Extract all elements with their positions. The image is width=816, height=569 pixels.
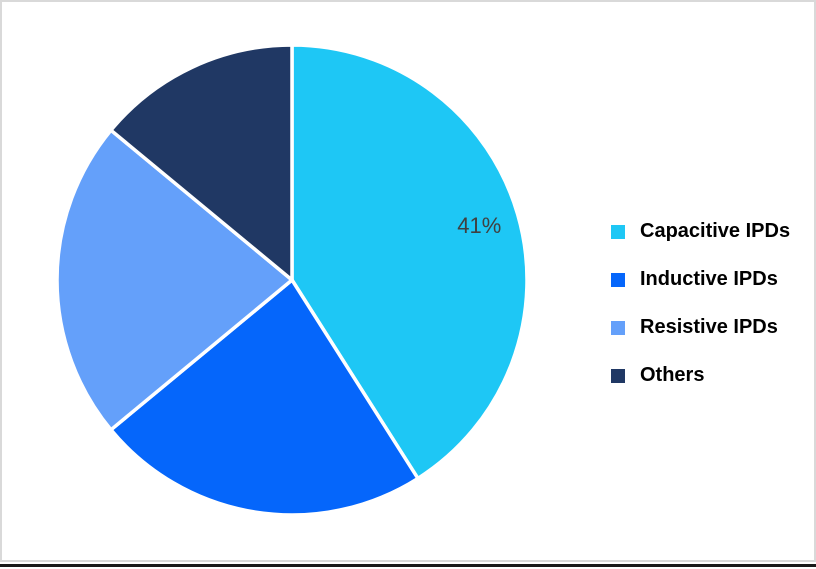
legend-label: Inductive IPDs <box>640 268 778 290</box>
chart-legend: Capacitive IPDs Inductive IPDs Resistive I… <box>611 221 790 386</box>
bottom-divider <box>0 564 816 567</box>
pie-slice-inductive-ipds <box>109 278 420 517</box>
legend-swatch-icon <box>611 368 625 383</box>
pie-slice-resistive-ipds <box>55 128 294 432</box>
legend-item-capacitive-ipds: Capacitive IPDs <box>611 221 790 242</box>
legend-item-resistive-ipds: Resistive IPDs <box>611 317 790 338</box>
legend-label: Resistive IPDs <box>640 316 778 338</box>
pie-data-label: 41% <box>457 213 501 238</box>
pie-chart: 41% <box>55 43 529 517</box>
legend-label: Capacitive IPDs <box>640 220 791 242</box>
legend-item-inductive-ipds: Inductive IPDs <box>611 269 790 290</box>
legend-label: Others <box>640 364 705 386</box>
legend-item-others: Others <box>611 365 790 386</box>
legend-swatch-icon <box>611 272 625 287</box>
legend-swatch-icon <box>611 320 625 335</box>
pie-slice-others <box>109 43 294 282</box>
legend-swatch-icon <box>611 224 625 239</box>
